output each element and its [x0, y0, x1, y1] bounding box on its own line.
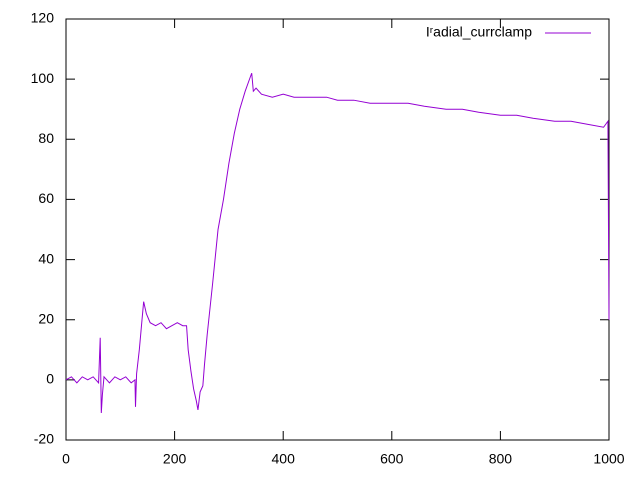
x-tick-label: 400	[272, 451, 296, 467]
y-tick-label: 120	[31, 10, 55, 26]
y-tick-label: 0	[46, 371, 54, 387]
x-tick-label: 600	[380, 451, 404, 467]
y-tick-label: 80	[38, 130, 54, 146]
x-tick-label: 200	[163, 451, 187, 467]
y-tick-label: 100	[31, 70, 55, 86]
y-tick-label: 20	[38, 310, 54, 326]
plot-border	[65, 18, 610, 441]
y-tick-label: -20	[34, 431, 54, 447]
x-tick-label: 0	[62, 451, 70, 467]
data-line	[65, 72, 610, 413]
x-tick-label: 800	[489, 451, 513, 467]
y-tick-label: 40	[38, 250, 54, 266]
x-tick-label: 1000	[593, 451, 624, 467]
legend-label: Iʳadial_currclamp	[426, 24, 532, 40]
y-tick-label: 60	[38, 190, 54, 206]
